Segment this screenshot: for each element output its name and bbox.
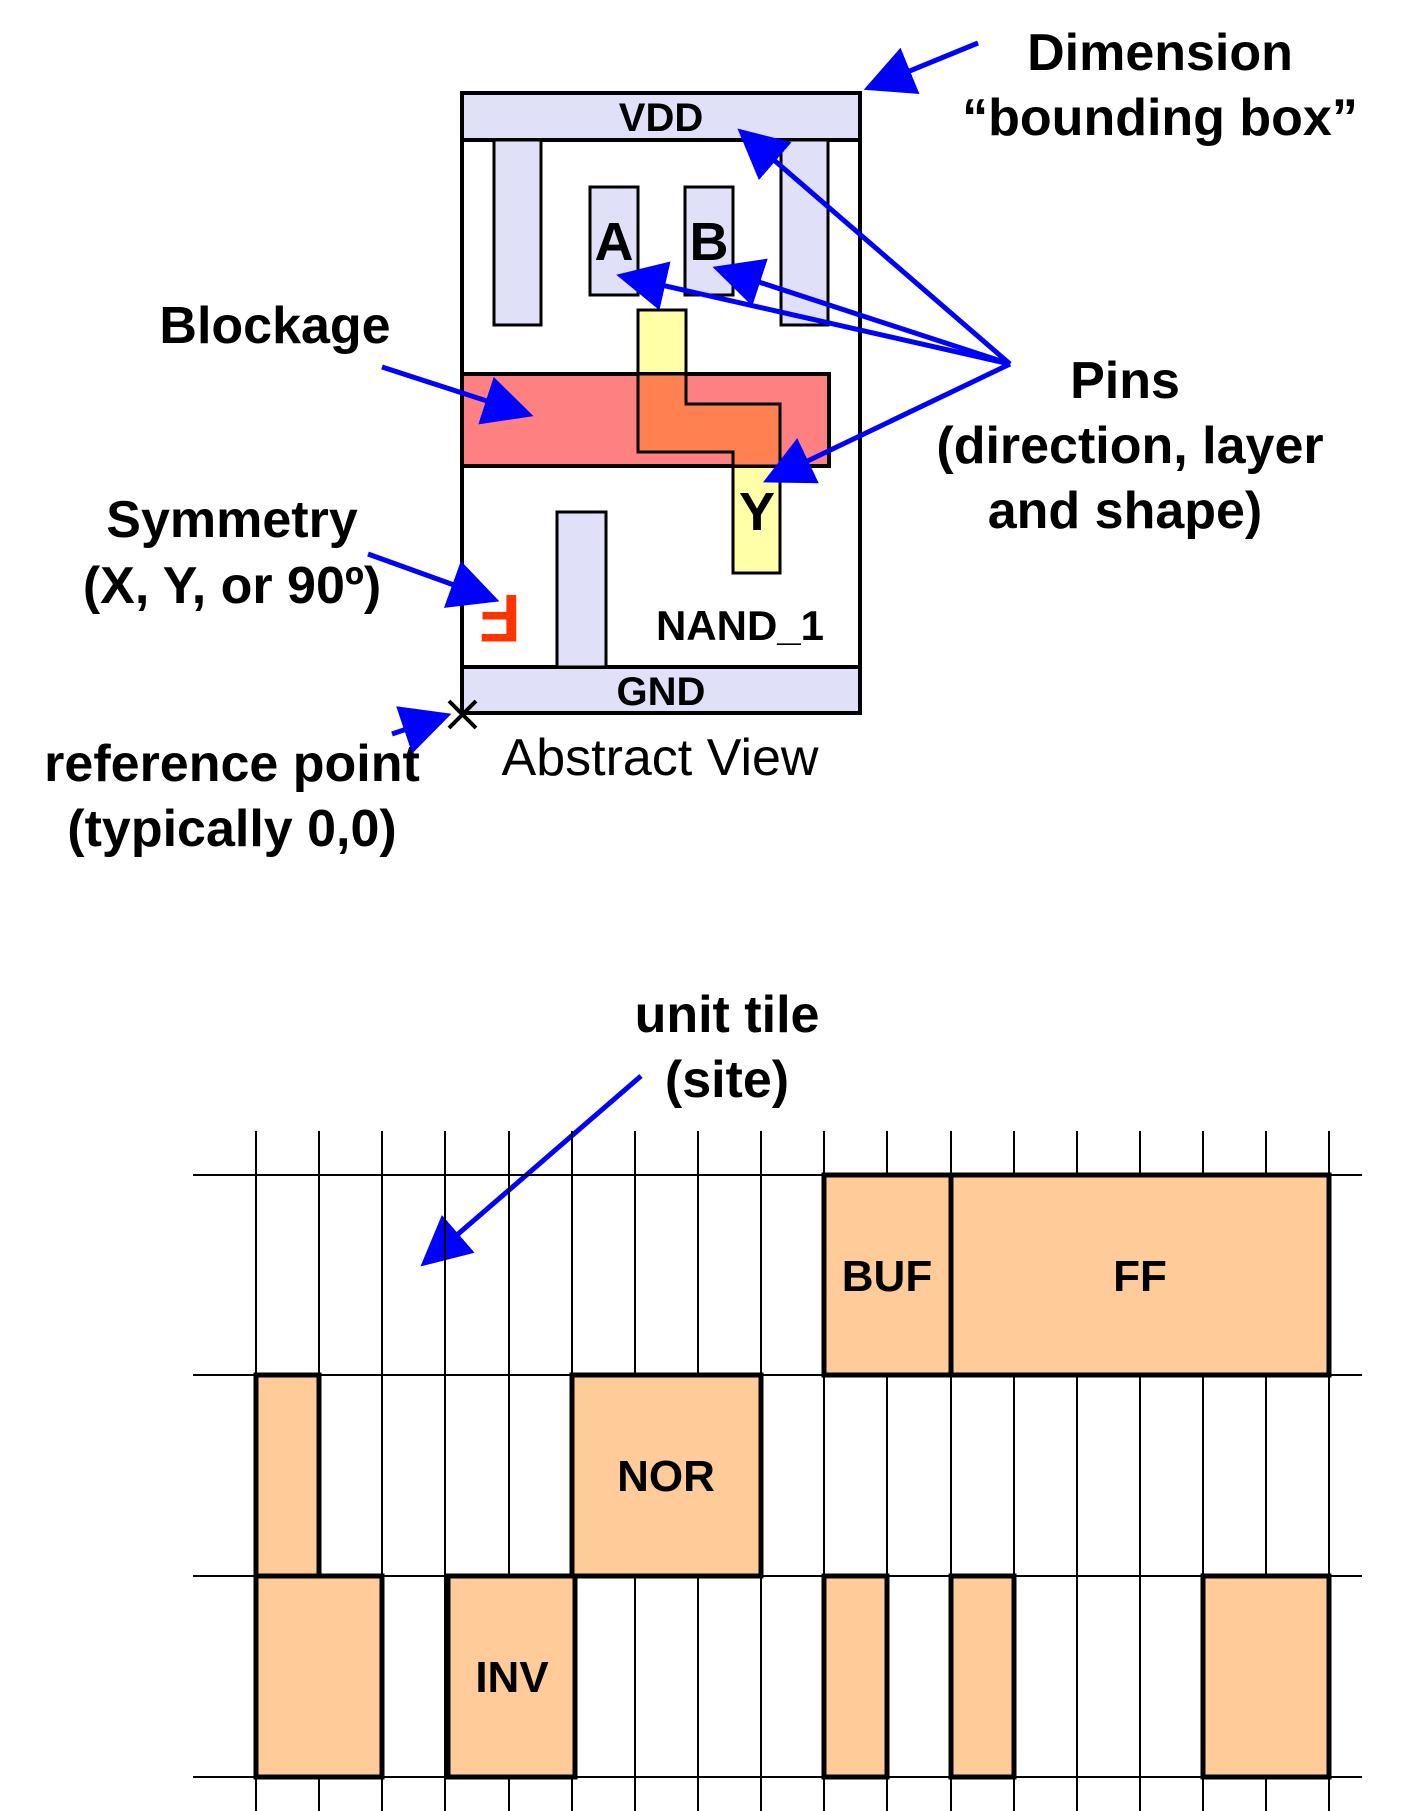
reference-point-marker xyxy=(447,699,478,730)
cell-buf-label: BUF xyxy=(842,1252,932,1301)
dimension-label-line2: “bounding box” xyxy=(962,89,1358,147)
vdd-label: VDD xyxy=(619,96,703,140)
unit-tile-label-line2: (site) xyxy=(665,1051,789,1109)
reference-point-label-line1: reference point xyxy=(44,735,420,793)
placed-cells xyxy=(253,1172,1332,1780)
reference-point-label-line2: (typically 0,0) xyxy=(67,800,396,858)
pin-arrow-y xyxy=(762,361,1012,484)
unit-tile-arrow xyxy=(420,1074,643,1267)
cell-row3-b xyxy=(948,1573,1017,1780)
pins-label-line1: Pins xyxy=(1070,352,1180,410)
pins-label-line2: (direction, layer xyxy=(936,417,1323,475)
cell-row3-left xyxy=(253,1573,385,1780)
gnd-rail xyxy=(460,665,862,715)
pin-a-label: A xyxy=(595,212,634,272)
cell-buf xyxy=(821,1172,954,1378)
pins-label-line3: and shape) xyxy=(988,482,1263,540)
gnd-label: GND xyxy=(617,670,706,714)
cell-ff xyxy=(948,1172,1332,1378)
cell-ff-label: FF xyxy=(1113,1252,1167,1301)
cell-row2-small xyxy=(253,1372,322,1579)
dimension-label-line1: Dimension xyxy=(1027,24,1293,82)
annotation-arrows xyxy=(367,40,1012,1267)
cell-nor-label: NOR xyxy=(617,1452,715,1501)
placement-grid: unit tile (site) xyxy=(193,986,1362,1811)
pin-b-label: B xyxy=(690,212,729,272)
abstract-view-caption: Abstract View xyxy=(502,729,819,787)
pin-arrow-a xyxy=(616,261,1011,367)
symmetry-label-line2: (X, Y, or 90º) xyxy=(83,557,381,615)
pin-arrow-vdd xyxy=(737,128,1012,366)
metal-shape-bottom xyxy=(555,510,608,669)
unit-tile-label-line1: unit tile xyxy=(635,986,820,1044)
vdd-rail xyxy=(460,91,862,142)
symmetry-glyph: F xyxy=(479,580,521,656)
symmetry-label-line1: Symmetry xyxy=(106,491,358,549)
cell-inv xyxy=(445,1573,578,1780)
abstract-view: VDD GND A B Y NAND_1 F Abstract View xyxy=(447,91,862,787)
cell-row3-a xyxy=(821,1573,890,1780)
annotations: Dimension “bounding box” Blockage Pins (… xyxy=(44,24,1358,1267)
symmetry-arrow xyxy=(367,551,500,608)
blockage-label: Blockage xyxy=(159,297,390,355)
pin-arrow-b xyxy=(712,258,1011,367)
pin-y-label: Y xyxy=(739,482,775,542)
reference-point-arrow xyxy=(391,706,452,754)
metal-shape-left xyxy=(492,138,543,327)
cell-row3-right xyxy=(1200,1573,1332,1780)
dimension-arrow xyxy=(863,40,979,94)
blockage-arrow xyxy=(381,364,534,425)
cell-nor xyxy=(569,1372,764,1579)
cell-inv-label: INV xyxy=(475,1653,549,1702)
cell-name-label: NAND_1 xyxy=(656,602,824,649)
